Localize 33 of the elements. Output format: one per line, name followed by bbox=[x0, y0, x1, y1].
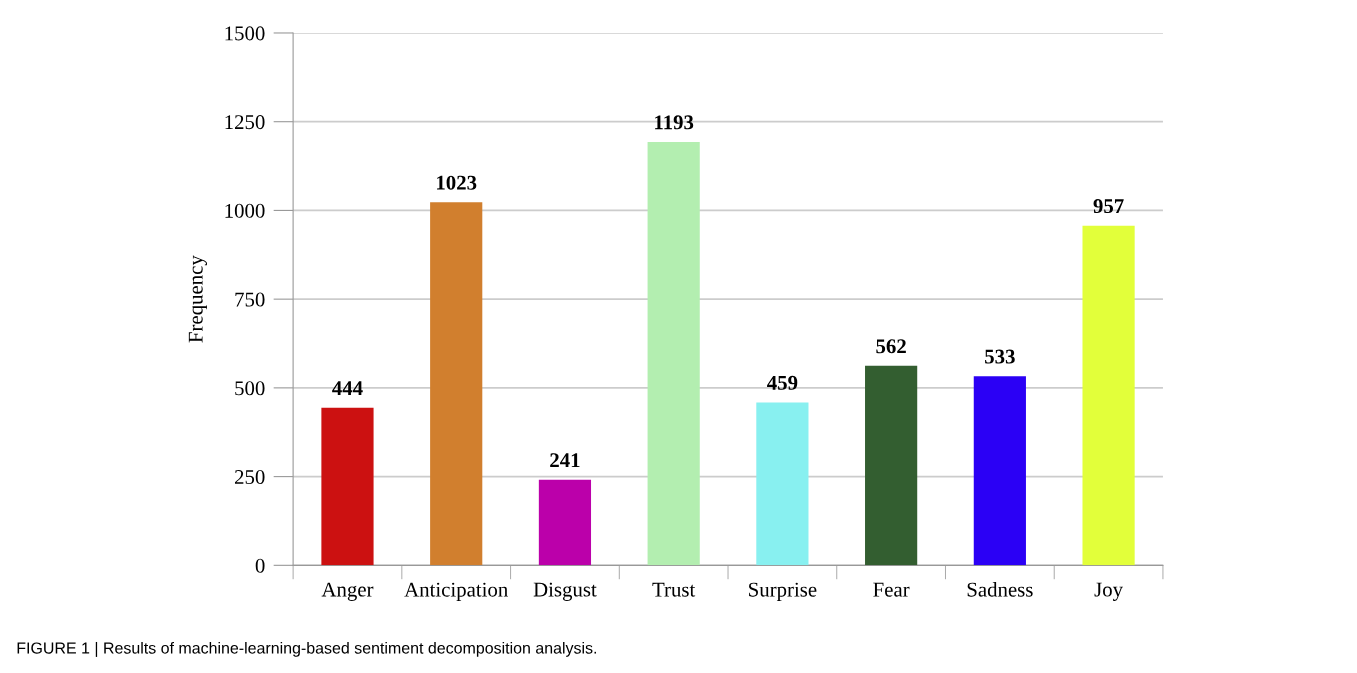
data-label: 562 bbox=[876, 339, 906, 354]
bar bbox=[756, 402, 809, 566]
x-tick-label: Fear bbox=[873, 582, 910, 597]
y-tick-label: 500 bbox=[235, 381, 265, 396]
y-tick-label: 750 bbox=[235, 292, 265, 307]
x-tick-label: Anger bbox=[321, 582, 374, 601]
data-label: 241 bbox=[550, 453, 580, 468]
bar bbox=[865, 365, 918, 566]
caption: FIGURE 1 | Results of machine-learning-based sentiment decomposition analysis. bbox=[17, 641, 597, 657]
x-tick-label: Sadness bbox=[967, 581, 1033, 597]
bar bbox=[973, 376, 1026, 566]
data-label: 1023 bbox=[437, 175, 477, 190]
y-tick-label: 1250 bbox=[225, 115, 265, 130]
y-tick-label: 1000 bbox=[225, 203, 265, 218]
x-tick-label: Disgust bbox=[533, 582, 597, 601]
data-label: 459 bbox=[767, 375, 798, 390]
bar bbox=[538, 479, 592, 566]
bar bbox=[647, 141, 700, 566]
bar bbox=[430, 202, 483, 566]
y-axis-title: Frequency bbox=[188, 255, 207, 343]
x-tick-label: Trust bbox=[652, 582, 696, 597]
data-label: 533 bbox=[985, 349, 1015, 364]
bar bbox=[321, 407, 374, 566]
x-tick-label: Joy bbox=[1094, 582, 1123, 601]
x-tick-label: Surprise bbox=[749, 582, 817, 601]
x-tick-label: Anticipation bbox=[404, 582, 508, 601]
y-tick-label: 0 bbox=[255, 558, 265, 573]
bar bbox=[1082, 225, 1135, 566]
data-label: 444 bbox=[332, 381, 363, 395]
data-label: 957 bbox=[1093, 199, 1124, 214]
data-label: 1193 bbox=[655, 115, 694, 130]
y-tick-label: 1500 bbox=[225, 26, 265, 41]
y-tick-label: 250 bbox=[235, 469, 265, 485]
